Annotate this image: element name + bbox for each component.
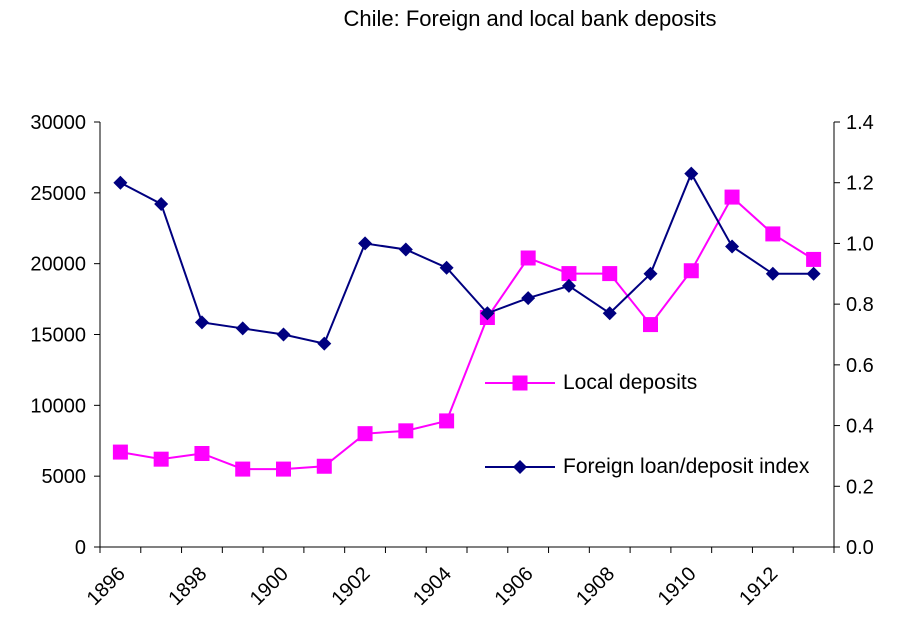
marker (765, 226, 781, 242)
y2-tick-label: 0.8 (846, 294, 874, 316)
series-line (120, 195, 815, 471)
marker (513, 460, 527, 474)
y-tick-label: 25000 (30, 183, 86, 205)
y2-tick-label: 0.0 (846, 537, 874, 559)
marker (602, 306, 617, 321)
marker (235, 461, 251, 477)
y2-tick-label: 1.4 (846, 112, 874, 134)
marker (153, 451, 169, 467)
marker (276, 461, 291, 477)
marker (602, 266, 618, 282)
marker (194, 315, 209, 330)
marker (765, 266, 780, 281)
x-tick-label: 1904 (409, 563, 456, 610)
marker (806, 266, 821, 281)
marker (398, 423, 414, 439)
marker (643, 317, 658, 333)
y-tick-label: 30000 (30, 112, 86, 134)
marker (643, 266, 658, 281)
marker (684, 166, 699, 181)
marker (725, 239, 740, 254)
y-tick-label: 5000 (42, 466, 87, 488)
x-tick-label: 1900 (246, 563, 293, 610)
marker (512, 375, 528, 391)
x-tick-label: 1902 (327, 563, 374, 610)
marker (317, 336, 332, 351)
marker (520, 250, 536, 266)
marker (358, 236, 373, 251)
x-tick-label: 1906 (491, 563, 538, 610)
marker (439, 413, 455, 429)
legend-label: Foreign loan/deposit index (563, 455, 810, 478)
marker (194, 446, 210, 461)
marker (480, 306, 495, 321)
marker (439, 260, 454, 275)
marker (724, 189, 740, 205)
x-tick-label: 1910 (654, 563, 701, 610)
marker (113, 175, 128, 190)
x-tick-label: 1896 (83, 563, 130, 610)
series-line (119, 171, 814, 345)
y-tick-label: 15000 (30, 325, 86, 347)
x-tick-label: 1898 (164, 563, 211, 610)
y2-tick-label: 1.2 (846, 173, 874, 195)
marker (683, 263, 699, 279)
y-tick-label: 0 (75, 537, 86, 559)
y2-tick-label: 0.4 (846, 416, 874, 438)
marker (316, 458, 332, 474)
legend-label: Local deposits (563, 371, 698, 394)
marker (561, 278, 576, 293)
marker (521, 291, 536, 306)
marker (806, 251, 822, 267)
marker (154, 196, 169, 211)
y-tick-label: 20000 (30, 254, 86, 276)
marker (276, 327, 291, 342)
x-tick-label: 1908 (572, 563, 619, 610)
marker (357, 426, 373, 442)
marker (235, 321, 250, 336)
y-tick-label: 10000 (30, 395, 86, 417)
marker (398, 242, 413, 257)
marker (561, 266, 577, 282)
y2-tick-label: 0.6 (846, 355, 874, 377)
chart-title: Chile: Foreign and local bank deposits (343, 6, 716, 31)
x-tick-label: 1912 (735, 563, 782, 610)
y2-tick-label: 1.0 (846, 233, 874, 255)
y2-tick-label: 0.2 (846, 476, 874, 498)
marker (112, 444, 128, 460)
